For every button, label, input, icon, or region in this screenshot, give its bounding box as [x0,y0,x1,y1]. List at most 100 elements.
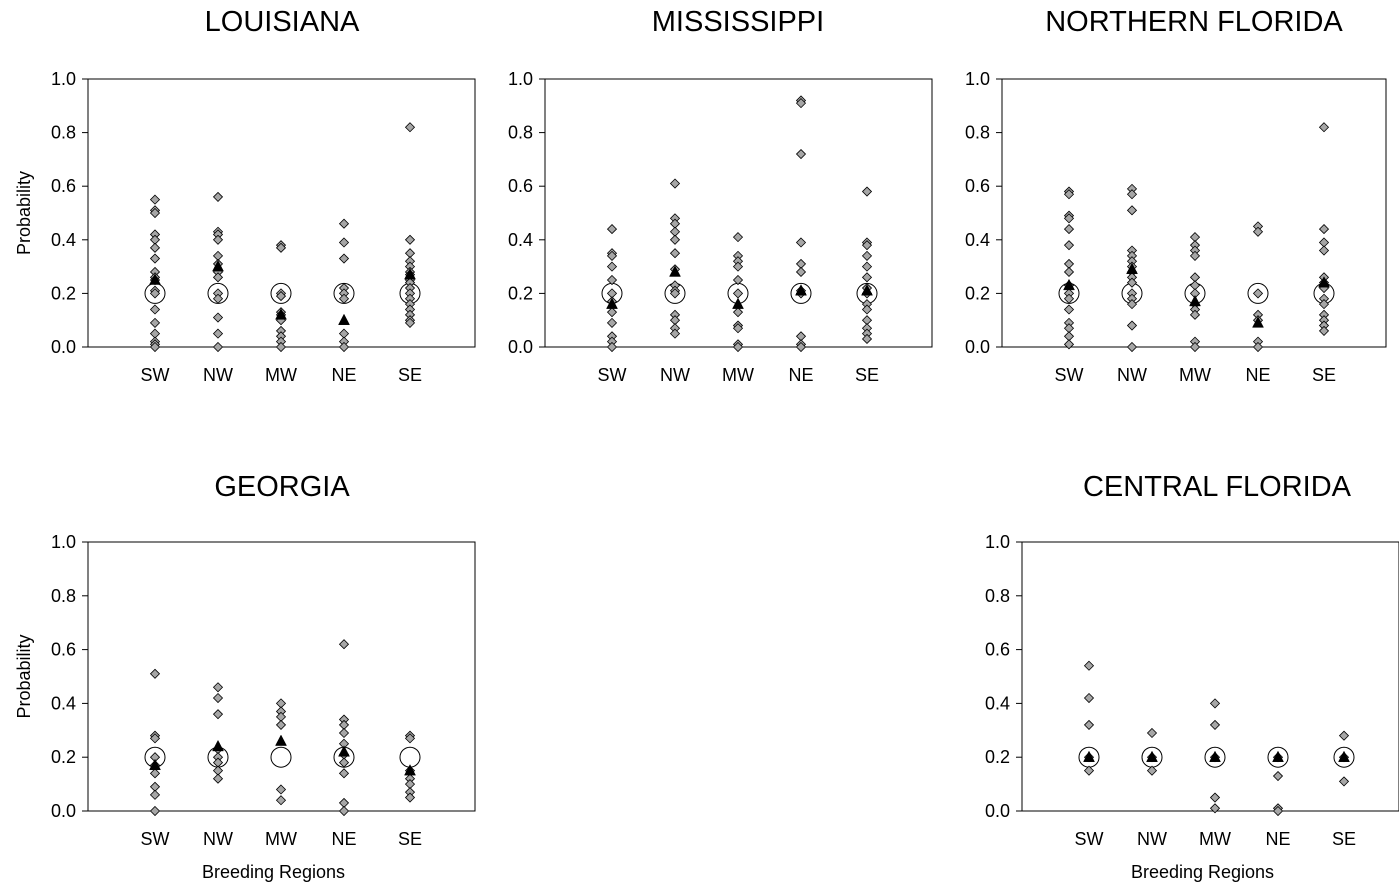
individual-diamond-marker [732,341,744,353]
individual-diamond-marker [149,789,161,800]
individual-diamond-marker [606,341,618,353]
x-tick-label: NW [203,829,233,849]
mean-triangle-marker [149,273,161,285]
y-tick-label: 0.2 [51,747,76,767]
y-axis-label: Probability [14,171,34,255]
individual-diamond-marker [1338,776,1350,787]
individual-diamond-marker [404,317,416,328]
individual-diamond-marker [1063,189,1075,200]
x-tick-label: NW [1137,829,1167,849]
individual-diamond-marker [1272,770,1284,782]
individual-diamond-marker [275,242,287,253]
mean-triangle-marker [404,764,416,776]
y-tick-label: 1.0 [51,69,76,89]
y-tick-label: 1.0 [985,532,1010,552]
y-axis-label: Probability [14,634,34,718]
individual-diamond-marker [338,757,350,768]
individual-diamond-marker [404,733,416,744]
individual-diamond-marker [1209,698,1221,709]
mean-triangle-marker [1209,750,1221,762]
x-tick-label: SW [1055,365,1084,385]
individual-diamond-marker [1252,341,1264,353]
mean-triangle-marker [1063,278,1075,291]
individual-diamond-marker [1083,692,1095,704]
individual-diamond-marker [149,341,161,353]
y-tick-label: 0.8 [51,586,76,606]
x-tick-label: NE [1265,829,1290,849]
y-tick-label: 0.8 [508,123,533,143]
mean-triangle-marker [1189,294,1201,307]
mean-triangle-marker [212,260,224,272]
y-tick-label: 0.8 [985,586,1010,606]
individual-diamond-marker [1126,205,1138,216]
y-tick-label: 1.0 [508,69,533,89]
mean-triangle-marker [212,739,224,752]
mean-triangle-marker [795,284,807,296]
individual-diamond-marker [212,272,224,283]
individual-diamond-marker [795,266,807,278]
individual-diamond-marker [669,288,681,299]
individual-diamond-marker [1063,240,1075,251]
y-tick-label: 0.6 [965,176,990,196]
individual-diamond-marker [212,312,224,323]
individual-diamond-marker [732,232,744,243]
individual-diamond-marker [149,242,161,253]
individual-diamond-marker [338,237,350,248]
individual-diamond-marker [212,293,224,304]
individual-diamond-marker [669,248,681,259]
x-tick-label: NW [1117,365,1147,385]
panel-title: NORTHERN FLORIDA [1045,6,1343,38]
individual-diamond-marker [606,224,618,235]
individual-diamond-marker [1209,792,1221,803]
individual-diamond-marker [275,291,287,302]
individual-diamond-marker [149,668,161,679]
individual-diamond-marker [149,317,161,328]
x-tick-label: SE [398,829,422,849]
individual-diamond-marker [1063,293,1075,304]
x-tick-label: SE [398,365,422,385]
individual-diamond-marker [861,250,873,261]
mean-triangle-marker [1126,262,1138,275]
individual-diamond-marker [1189,309,1201,320]
individual-diamond-marker [338,805,350,817]
y-tick-label: 0.0 [51,337,76,357]
individual-diamond-marker [338,341,350,353]
individual-diamond-marker [212,709,224,720]
individual-diamond-marker [404,122,416,133]
individual-diamond-marker [1126,277,1138,288]
y-tick-label: 0.2 [508,283,533,303]
individual-diamond-marker [1209,803,1221,814]
x-tick-label: MW [1199,829,1231,849]
individual-diamond-marker [404,234,416,245]
mean-triangle-marker [275,734,287,746]
individual-diamond-marker [1189,341,1201,353]
y-tick-label: 0.8 [965,123,990,143]
individual-diamond-marker [149,207,161,219]
individual-diamond-marker [212,234,224,245]
x-tick-label: MW [1179,365,1211,385]
individual-diamond-marker [1318,224,1330,235]
individual-diamond-marker [669,234,681,245]
x-tick-label: MW [722,365,754,385]
individual-diamond-marker [212,191,224,202]
x-tick-label: SW [141,365,170,385]
x-tick-label: NE [331,829,356,849]
mean-triangle-marker [338,745,350,757]
y-tick-label: 0.0 [985,801,1010,821]
x-axis-label: Breeding Regions [1131,862,1274,882]
individual-diamond-marker [861,240,873,251]
individual-diamond-marker [1318,122,1330,133]
chart-panel-4: GEORGIA 0.0 0.2 0.4 0.6 0.8 1.0 SW NW MW NE SE Proba… [14,471,476,882]
x-tick-label: SE [1312,365,1336,385]
y-tick-label: 0.4 [51,230,76,250]
y-tick-label: 0.0 [51,801,76,821]
y-tick-label: 0.0 [508,337,533,357]
panel-title: CENTRAL FLORIDA [1083,471,1352,503]
mean-triangle-marker [1146,750,1158,762]
individual-diamond-marker [149,768,161,779]
individual-diamond-marker [212,773,224,784]
individual-diamond-marker [861,272,873,283]
individual-diamond-marker [1272,805,1284,817]
mean-triangle-marker [1318,276,1330,288]
